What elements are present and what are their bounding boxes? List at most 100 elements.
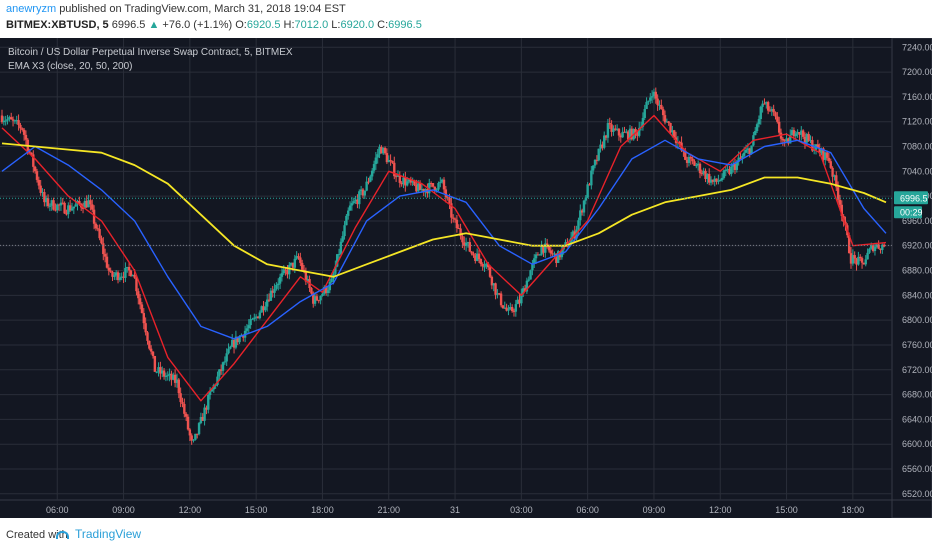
author-link[interactable]: anewryzm bbox=[6, 3, 57, 15]
publish-line: anewryzm published on TradingView.com, M… bbox=[6, 3, 346, 15]
candle-body bbox=[728, 169, 731, 175]
candle-body bbox=[129, 270, 133, 277]
x-tick-label: 06:00 bbox=[46, 505, 69, 515]
candle-body bbox=[114, 272, 118, 276]
candle-body bbox=[378, 146, 381, 155]
ema-line bbox=[1, 142, 887, 278]
candle-body bbox=[70, 208, 74, 211]
candle-body bbox=[418, 183, 422, 191]
candle-body bbox=[746, 148, 750, 150]
candle-body bbox=[275, 284, 278, 289]
candle-body bbox=[866, 252, 869, 260]
candle-body bbox=[288, 264, 291, 275]
candle-body bbox=[667, 121, 670, 123]
candle-body bbox=[700, 173, 704, 175]
candle-body bbox=[742, 152, 746, 156]
candle-body bbox=[179, 393, 182, 403]
candle-body bbox=[862, 262, 866, 265]
x-tick-label: 15:00 bbox=[775, 505, 798, 515]
candle-body bbox=[748, 148, 751, 154]
candle-body bbox=[124, 267, 127, 278]
candle-body bbox=[691, 158, 694, 162]
candle-body bbox=[11, 119, 15, 121]
candle-body bbox=[30, 152, 33, 155]
candle-body bbox=[709, 179, 713, 183]
candle-body bbox=[614, 128, 617, 130]
candle-body bbox=[300, 262, 304, 270]
x-tick-label: 06:00 bbox=[576, 505, 599, 515]
candle-body bbox=[72, 206, 76, 209]
close-label: C: bbox=[377, 19, 389, 31]
low-value: 6920.0 bbox=[340, 19, 375, 31]
candle-body bbox=[417, 183, 420, 192]
candle-body bbox=[231, 339, 234, 347]
candle-body bbox=[415, 185, 418, 192]
candle-body bbox=[127, 266, 131, 271]
candle-body bbox=[43, 192, 46, 203]
candle-body bbox=[452, 217, 455, 219]
price-chart[interactable]: 7240.00 7200.00 7160.00 7120.00 7080.00 7040.… bbox=[0, 38, 932, 518]
candle-body bbox=[22, 129, 26, 135]
candle-body bbox=[269, 290, 273, 301]
y-tick-label: 6760.00 bbox=[902, 340, 932, 350]
candle-body bbox=[291, 262, 295, 268]
candle-body bbox=[477, 253, 481, 260]
candle-body bbox=[835, 175, 838, 188]
candle-body bbox=[586, 184, 589, 198]
last-price-tag bbox=[894, 191, 928, 205]
candle-body bbox=[437, 183, 440, 190]
candle-body bbox=[717, 180, 720, 182]
candle-body bbox=[266, 299, 269, 307]
candle-body bbox=[803, 136, 807, 143]
candle-body bbox=[761, 103, 764, 107]
candle-body bbox=[485, 263, 488, 267]
candle-body bbox=[702, 170, 705, 174]
candle-body bbox=[393, 162, 396, 177]
candle-body bbox=[787, 138, 790, 144]
candle-body bbox=[102, 243, 105, 255]
candle-body bbox=[536, 254, 540, 256]
candle-body bbox=[494, 283, 497, 295]
candle-body bbox=[831, 167, 834, 177]
candle-body bbox=[348, 205, 352, 211]
candle-body bbox=[306, 279, 309, 282]
candle-body bbox=[116, 272, 120, 280]
candle-body bbox=[19, 124, 22, 129]
candle-body bbox=[556, 251, 560, 263]
candle-body bbox=[698, 163, 702, 174]
candle-body bbox=[724, 170, 727, 172]
candle-body bbox=[214, 384, 217, 386]
candle-body bbox=[735, 161, 739, 170]
candle-body bbox=[510, 307, 514, 312]
y-tick-label: 7200.00 bbox=[902, 67, 932, 77]
candle-body bbox=[350, 203, 354, 206]
chart-area[interactable]: 7240.00 7200.00 7160.00 7120.00 7080.00 7040.… bbox=[0, 38, 932, 518]
candle-body bbox=[719, 180, 722, 182]
candle-body bbox=[251, 318, 254, 320]
candle-body bbox=[32, 154, 35, 167]
candle-body bbox=[857, 256, 860, 265]
candle-body bbox=[225, 353, 228, 362]
candle-body bbox=[463, 242, 466, 246]
price-axis bbox=[891, 38, 932, 518]
candle-body bbox=[538, 254, 541, 256]
candle-body bbox=[448, 198, 451, 204]
candle-body bbox=[81, 207, 85, 209]
candle-body bbox=[571, 231, 575, 238]
candle-body bbox=[766, 102, 770, 111]
candle-body bbox=[234, 336, 238, 348]
candle-body bbox=[580, 210, 584, 213]
candle-body bbox=[693, 161, 696, 166]
candle-body bbox=[94, 223, 98, 229]
candle-body bbox=[722, 170, 726, 178]
candle-body bbox=[133, 274, 136, 278]
y-tick-label: 7240.00 bbox=[902, 42, 932, 52]
candle-body bbox=[649, 97, 652, 101]
tradingview-brand[interactable]: TradingView bbox=[56, 527, 141, 541]
candle-body bbox=[33, 166, 37, 172]
candle-body bbox=[638, 127, 641, 136]
candle-body bbox=[661, 109, 665, 116]
candle-body bbox=[503, 307, 506, 309]
candle-body bbox=[569, 237, 573, 244]
candle-body bbox=[100, 238, 103, 244]
